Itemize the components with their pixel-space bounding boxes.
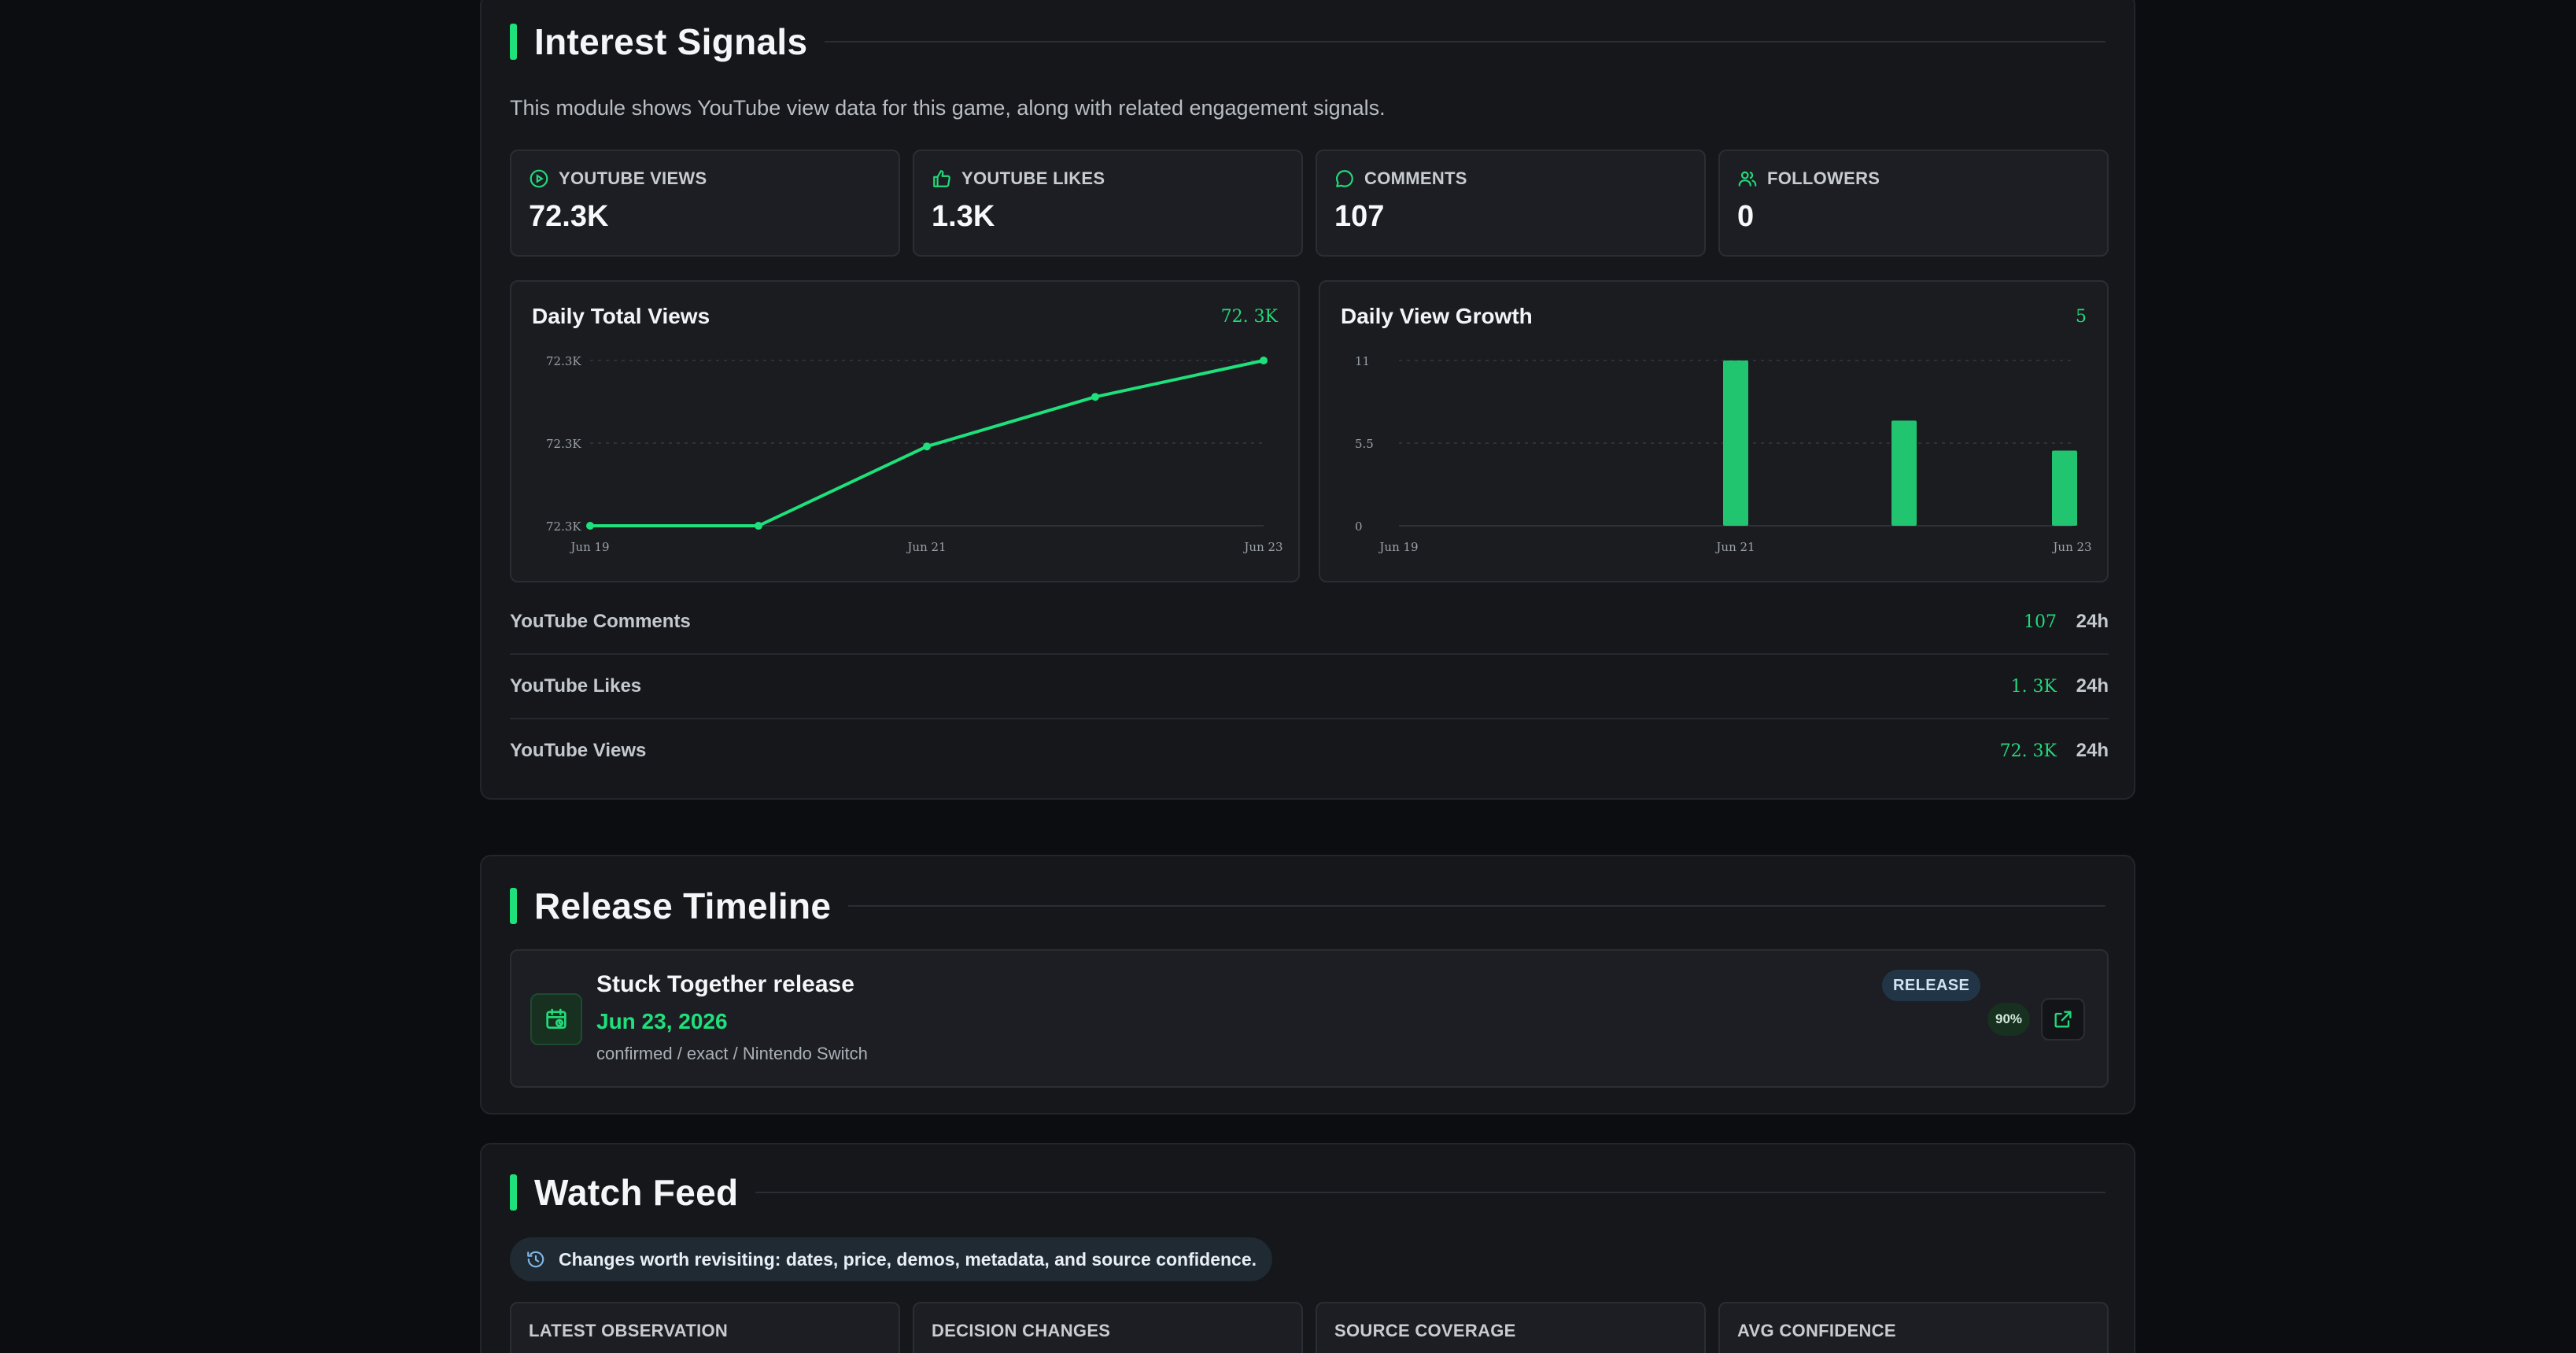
metric-name: YouTube Comments [510, 611, 691, 632]
metric-row-views: YouTube Views 72. 3K 24h [510, 719, 2109, 784]
card-label: AVG CONFIDENCE [1737, 1321, 1896, 1340]
stat-value: 1.3K [932, 200, 995, 233]
section-description: This module shows YouTube view data for … [510, 96, 1386, 120]
play-circle-icon [530, 169, 548, 188]
divider [848, 905, 2105, 907]
watch-card-decision-changes: DECISION CHANGES [913, 1302, 1303, 1353]
history-icon [527, 1251, 544, 1268]
divider [755, 1192, 2105, 1193]
stat-card-youtube-views: YOUTUBE VIEWS 72.3K [510, 150, 900, 257]
stat-card-comments: COMMENTS 107 [1316, 150, 1706, 257]
section-title: Release Timeline [534, 885, 832, 926]
metric-period: 24h [2076, 740, 2109, 761]
watch-notice: Changes worth revisiting: dates, price, … [510, 1237, 1273, 1281]
card-label: SOURCE COVERAGE [1334, 1321, 1516, 1340]
users-icon [1738, 171, 1757, 187]
x-tick-label: Jun 21 [906, 540, 946, 554]
accent-bar [510, 1174, 517, 1211]
y-tick-label: 72.3K [546, 519, 581, 534]
metric-value: 72. 3K [1999, 741, 2057, 761]
section-title: Watch Feed [534, 1172, 739, 1213]
stat-label: YOUTUBE LIKES [961, 168, 1105, 188]
stat-card-followers: FOLLOWERS 0 [1718, 150, 2109, 257]
bar [1891, 420, 1917, 526]
metric-period: 24h [2076, 611, 2109, 632]
stat-value: 72.3K [529, 200, 609, 233]
daily-total-views-chart: Daily Total Views 72. 3K 72.3K 72.3K 72.3K… [510, 280, 1300, 582]
y-tick-label: 0 [1355, 519, 1363, 534]
section-header: Release Timeline [510, 885, 2105, 926]
metric-value: 1. 3K [2010, 677, 2057, 697]
stat-card-youtube-likes: YOUTUBE LIKES 1.3K [913, 150, 1303, 257]
metric-name: YouTube Likes [510, 675, 642, 697]
data-point [1091, 393, 1099, 401]
stat-value: 107 [1334, 200, 1385, 233]
watch-feed-section: Watch Feed Changes worth revisiting: dat… [480, 1143, 2135, 1353]
watch-card-avg-confidence: AVG CONFIDENCE [1718, 1302, 2109, 1353]
chart-title: Daily View Growth [1341, 304, 1533, 328]
x-tick-label: Jun 19 [569, 540, 609, 554]
event-title: Stuck Together release [596, 971, 854, 997]
accent-bar [510, 24, 517, 60]
data-point [923, 442, 931, 451]
divider [825, 41, 2105, 43]
section-header: Watch Feed [510, 1172, 2105, 1213]
bar [1723, 360, 1748, 526]
timeline-event[interactable]: Stuck Together release Jun 23, 2026 conf… [510, 949, 2109, 1088]
section-title: Interest Signals [534, 21, 808, 62]
y-tick-label: 72.3K [546, 437, 581, 451]
release-timeline-section: Release Timeline Stuck Together release … [480, 855, 2135, 1115]
section-header: Interest Signals [510, 21, 2105, 62]
x-tick-label: Jun 23 [2051, 540, 2091, 554]
metric-period: 24h [2076, 675, 2109, 697]
interest-signals-section: Interest Signals This module shows YouTu… [480, 0, 2135, 800]
stat-label: COMMENTS [1364, 168, 1467, 188]
card-label: LATEST OBSERVATION [529, 1321, 729, 1340]
metric-row-comments: YouTube Comments 107 24h [510, 590, 2109, 655]
stat-label: YOUTUBE VIEWS [559, 168, 707, 188]
comment-icon [1336, 170, 1353, 187]
metric-name: YouTube Views [510, 740, 647, 761]
metric-row-likes: YouTube Likes 1. 3K 24h [510, 655, 2109, 719]
data-point [1260, 357, 1268, 364]
x-tick-label: Jun 23 [1242, 540, 1282, 554]
calendar-icon [530, 993, 582, 1045]
stat-value: 0 [1737, 200, 1755, 233]
watch-card-latest-observation: LATEST OBSERVATION [510, 1302, 900, 1353]
accent-bar [510, 888, 517, 924]
daily-view-growth-chart: Daily View Growth 5 11 5.5 0 Jun 19 Jun 21 Ju… [1319, 280, 2109, 582]
y-tick-label: 5.5 [1355, 437, 1374, 451]
open-source-button[interactable] [2041, 998, 2085, 1041]
y-tick-label: 11 [1355, 354, 1370, 368]
event-meta: confirmed / exact / Nintendo Switch [596, 1044, 868, 1063]
bar [2052, 450, 2077, 526]
event-date: Jun 23, 2026 [596, 1009, 728, 1033]
event-type-badge: RELEASE [1882, 970, 1981, 1001]
metric-value: 107 [2024, 612, 2057, 632]
bar-plot: 11 5.5 0 Jun 19 Jun 21 Jun 23 [1355, 354, 2092, 554]
stat-label: FOLLOWERS [1767, 168, 1880, 188]
x-tick-label: Jun 21 [1714, 540, 1755, 554]
y-tick-label: 72.3K [546, 354, 581, 368]
confidence-badge: 90% [1987, 1003, 2030, 1036]
thumbs-up-icon [933, 170, 950, 187]
chart-current-value: 72. 3K [1220, 307, 1278, 327]
x-tick-label: Jun 19 [1378, 540, 1418, 554]
data-point [755, 522, 762, 530]
chart-title: Daily Total Views [532, 304, 710, 328]
watch-card-source-coverage: SOURCE COVERAGE [1316, 1302, 1706, 1353]
data-point [586, 522, 594, 530]
line-plot: 72.3K 72.3K 72.3K Jun 19 Jun 21 Jun 23 [546, 354, 1283, 554]
chart-current-value: 5 [2076, 307, 2087, 327]
external-link-icon [2054, 1011, 2072, 1028]
card-label: DECISION CHANGES [932, 1321, 1111, 1340]
notice-text: Changes worth revisiting: dates, price, … [559, 1248, 1257, 1270]
